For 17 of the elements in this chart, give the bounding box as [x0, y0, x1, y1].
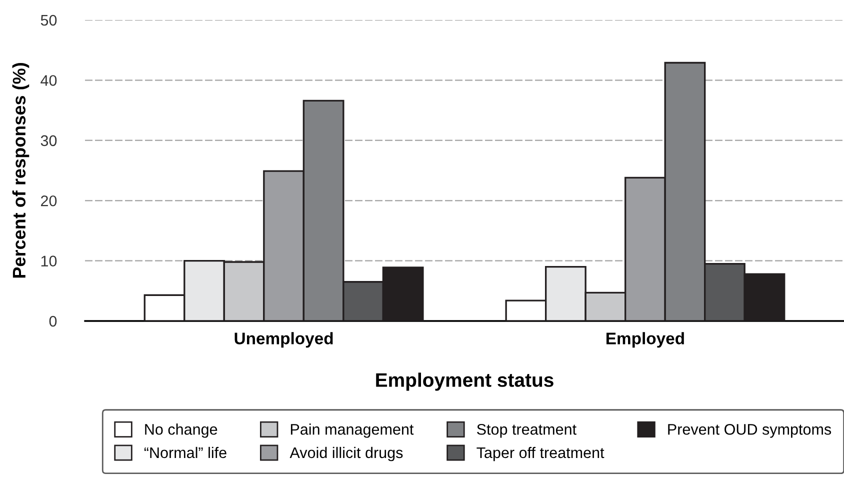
legend-label: “Normal” life	[144, 446, 226, 458]
x-tick-label: Employed	[606, 332, 684, 348]
y-tick-label: 20	[41, 195, 57, 206]
legend-label: Pain management	[290, 424, 414, 438]
legend-label: No change	[145, 424, 218, 438]
x-tick-label: Unemployed	[234, 332, 333, 348]
x-axis-title: Employment status	[376, 372, 554, 391]
legend-label: Taper off treatment	[476, 446, 604, 462]
legend-label: Stop treatment	[477, 424, 576, 438]
y-tick-label: 0	[49, 316, 57, 327]
y-tick-label: 10	[41, 256, 57, 266]
y-axis-title: Percent of responses (%)	[12, 63, 30, 278]
y-tick-label: 30	[40, 135, 57, 146]
y-tick-label: 50	[40, 14, 57, 26]
legend-label: Avoid illicit drugs	[290, 446, 403, 462]
legend-label: Prevent OUD symptoms	[668, 424, 832, 438]
y-tick-label: 40	[40, 75, 57, 86]
